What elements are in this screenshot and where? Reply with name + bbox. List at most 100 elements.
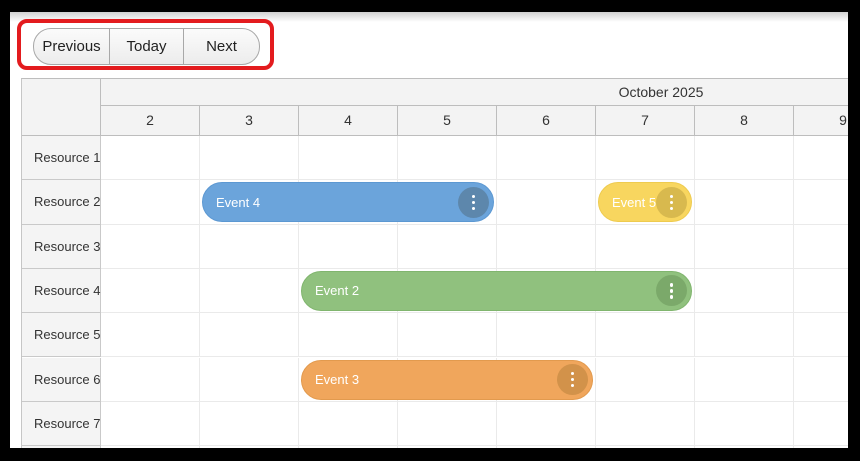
time-cell[interactable]: [101, 136, 200, 181]
time-cell[interactable]: [497, 446, 596, 448]
time-cell[interactable]: [695, 357, 794, 402]
time-cell[interactable]: [497, 401, 596, 447]
time-cell[interactable]: [695, 313, 794, 358]
event-label: Event 4: [216, 194, 261, 210]
time-cell[interactable]: [101, 180, 200, 225]
month-label: October 2025: [618, 84, 704, 100]
time-cell[interactable]: [794, 136, 848, 181]
event-label: Event 3: [315, 372, 360, 387]
day-header-3: 3: [200, 106, 299, 136]
time-cell[interactable]: [200, 401, 299, 447]
menu-dot: [570, 377, 575, 382]
time-cell[interactable]: [200, 313, 299, 358]
menu-dot: [669, 194, 674, 199]
resource-header-5: Resource 5: [22, 313, 101, 358]
next-button[interactable]: Next: [183, 28, 260, 65]
time-cell[interactable]: [695, 268, 794, 314]
time-cell[interactable]: [794, 313, 848, 358]
previous-button[interactable]: Previous: [33, 28, 110, 65]
resource-header-6: Resource 6: [22, 357, 101, 402]
time-cell[interactable]: [794, 268, 848, 314]
day-header-4: 4: [299, 106, 398, 136]
scheduler-corner-cell: [22, 79, 101, 136]
event-label: Event 2: [315, 283, 360, 299]
resource-header-partial: [22, 446, 101, 448]
time-cell[interactable]: [695, 401, 794, 447]
time-cell[interactable]: [695, 224, 794, 269]
time-cell[interactable]: [299, 401, 398, 447]
time-cell[interactable]: [398, 446, 497, 448]
resource-header-7: Resource 7: [22, 401, 101, 447]
resource-header-1: Resource 1: [22, 136, 101, 181]
vertical-ellipsis-icon[interactable]: [557, 364, 588, 395]
time-cell[interactable]: [497, 136, 596, 181]
time-cell[interactable]: [596, 224, 695, 269]
event-label: Event 5: [612, 194, 657, 210]
time-cell[interactable]: [101, 268, 200, 314]
time-cell[interactable]: [794, 357, 848, 402]
time-cell[interactable]: [596, 446, 695, 448]
event-event-2[interactable]: Event 2: [301, 270, 692, 311]
resource-header-2: Resource 2: [22, 180, 101, 225]
time-cell[interactable]: [299, 313, 398, 358]
time-cell[interactable]: [497, 180, 596, 225]
time-cell[interactable]: [299, 224, 398, 269]
day-header-8: 8: [695, 106, 794, 136]
time-cell[interactable]: [200, 446, 299, 448]
time-cell[interactable]: [101, 313, 200, 358]
vertical-ellipsis-icon[interactable]: [656, 275, 687, 307]
menu-dot: [570, 371, 575, 376]
resource-header-3: Resource 3: [22, 224, 101, 269]
time-cell[interactable]: [497, 224, 596, 269]
time-cell[interactable]: [497, 313, 596, 358]
time-cell[interactable]: [398, 224, 497, 269]
time-cell[interactable]: [101, 224, 200, 269]
time-cell[interactable]: [596, 401, 695, 447]
time-cell[interactable]: [695, 446, 794, 448]
menu-dot: [471, 206, 476, 211]
time-cell[interactable]: [695, 136, 794, 181]
today-button[interactable]: Today: [109, 28, 184, 65]
menu-dot: [471, 200, 476, 205]
time-cell[interactable]: [596, 357, 695, 402]
vertical-ellipsis-icon[interactable]: [458, 186, 489, 218]
time-cell[interactable]: [794, 180, 848, 225]
time-cell[interactable]: [200, 136, 299, 181]
menu-dot: [669, 206, 674, 211]
time-cell[interactable]: [695, 180, 794, 225]
time-cell[interactable]: [200, 357, 299, 402]
vertical-ellipsis-icon[interactable]: [656, 186, 687, 218]
time-cell[interactable]: [299, 136, 398, 181]
time-cell[interactable]: [596, 313, 695, 358]
menu-dot: [669, 200, 674, 205]
event-event-5[interactable]: Event 5: [598, 182, 692, 223]
time-cell[interactable]: [101, 446, 200, 448]
time-cell[interactable]: [398, 313, 497, 358]
day-header-6: 6: [497, 106, 596, 136]
time-cell[interactable]: [299, 446, 398, 448]
menu-dot: [669, 295, 674, 299]
menu-dot: [570, 383, 575, 388]
month-header: October 2025: [101, 79, 848, 106]
scheduler: October 2025 2 3 4 5 6 7 8 9 Resource 1 Resource …: [21, 78, 848, 448]
time-cell[interactable]: [398, 401, 497, 447]
time-cell[interactable]: [398, 136, 497, 181]
day-header-9: 9: [794, 106, 848, 136]
menu-dot: [669, 283, 674, 287]
event-event-4[interactable]: Event 4: [202, 182, 494, 223]
time-cell[interactable]: [794, 224, 848, 269]
day-header-2: 2: [101, 106, 200, 136]
time-cell[interactable]: [596, 136, 695, 181]
time-cell[interactable]: [200, 224, 299, 269]
time-cell[interactable]: [101, 357, 200, 402]
menu-dot: [669, 289, 674, 293]
time-cell[interactable]: [101, 401, 200, 447]
event-event-3[interactable]: Event 3: [301, 359, 593, 400]
menu-dot: [471, 194, 476, 199]
day-header-5: 5: [398, 106, 497, 136]
time-cell[interactable]: [200, 268, 299, 314]
time-cell[interactable]: [794, 446, 848, 448]
time-cell[interactable]: [794, 401, 848, 447]
